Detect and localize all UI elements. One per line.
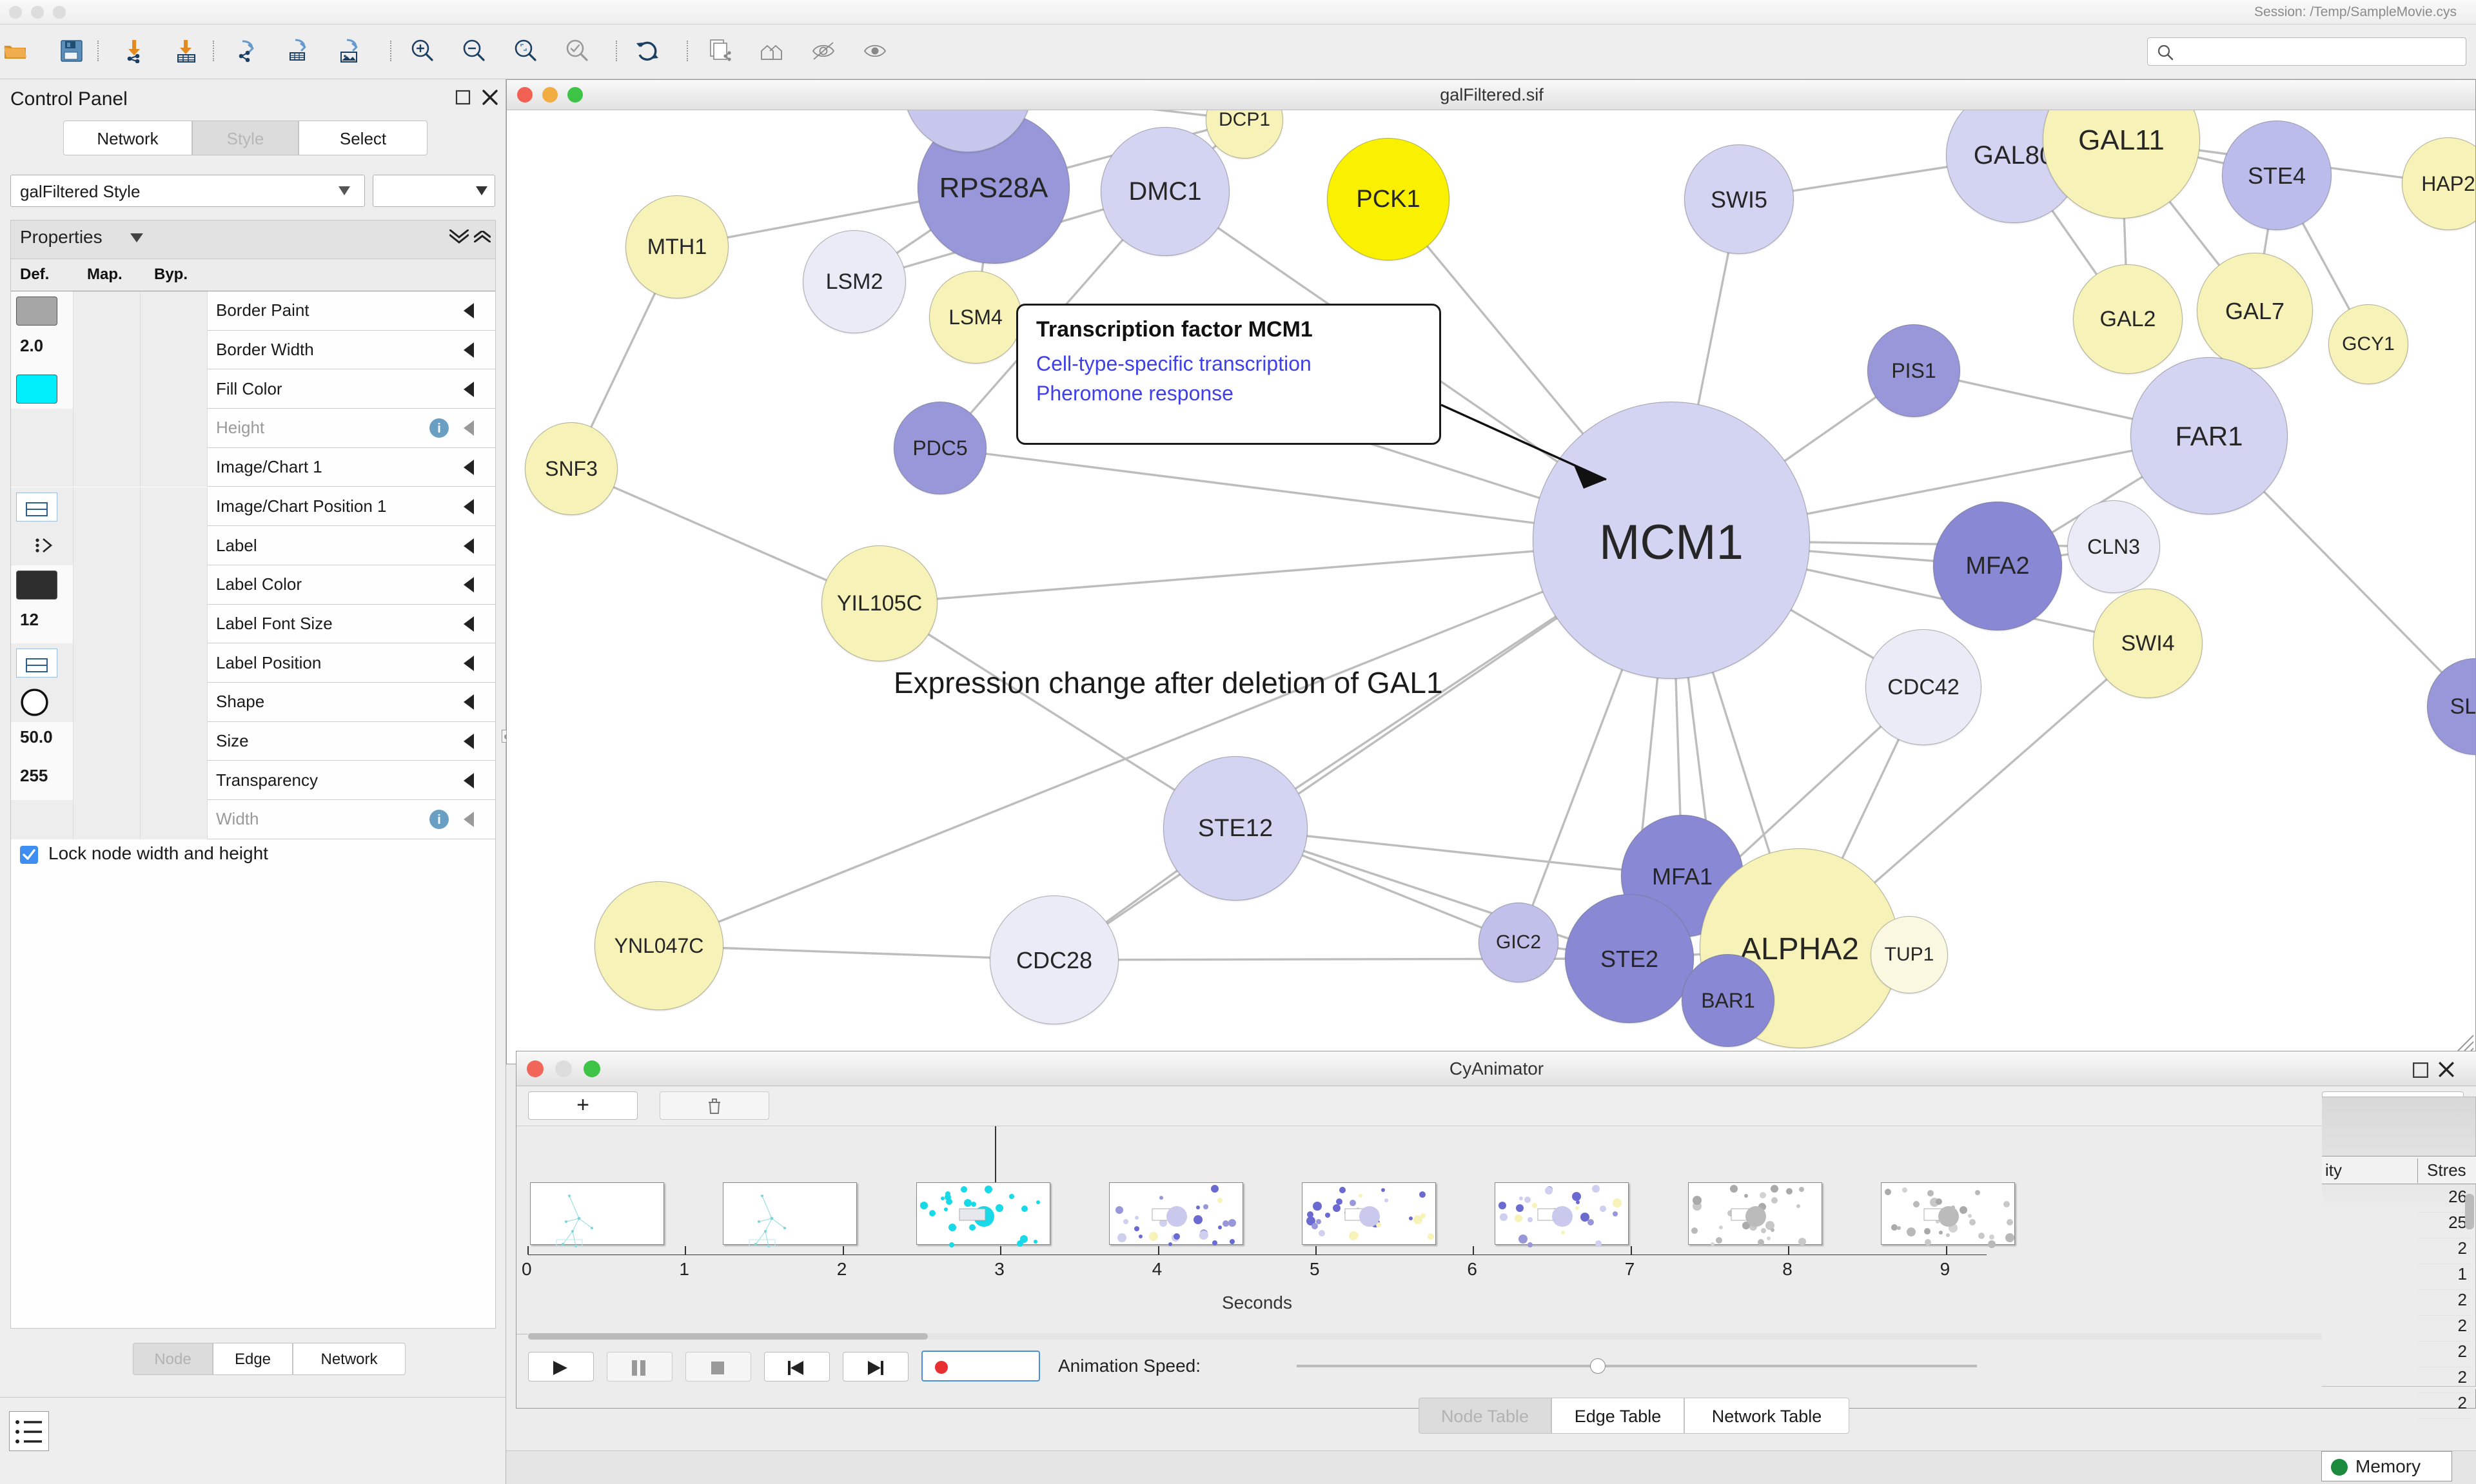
svg-text:i: i (437, 422, 441, 436)
svg-text:i: i (437, 813, 441, 827)
